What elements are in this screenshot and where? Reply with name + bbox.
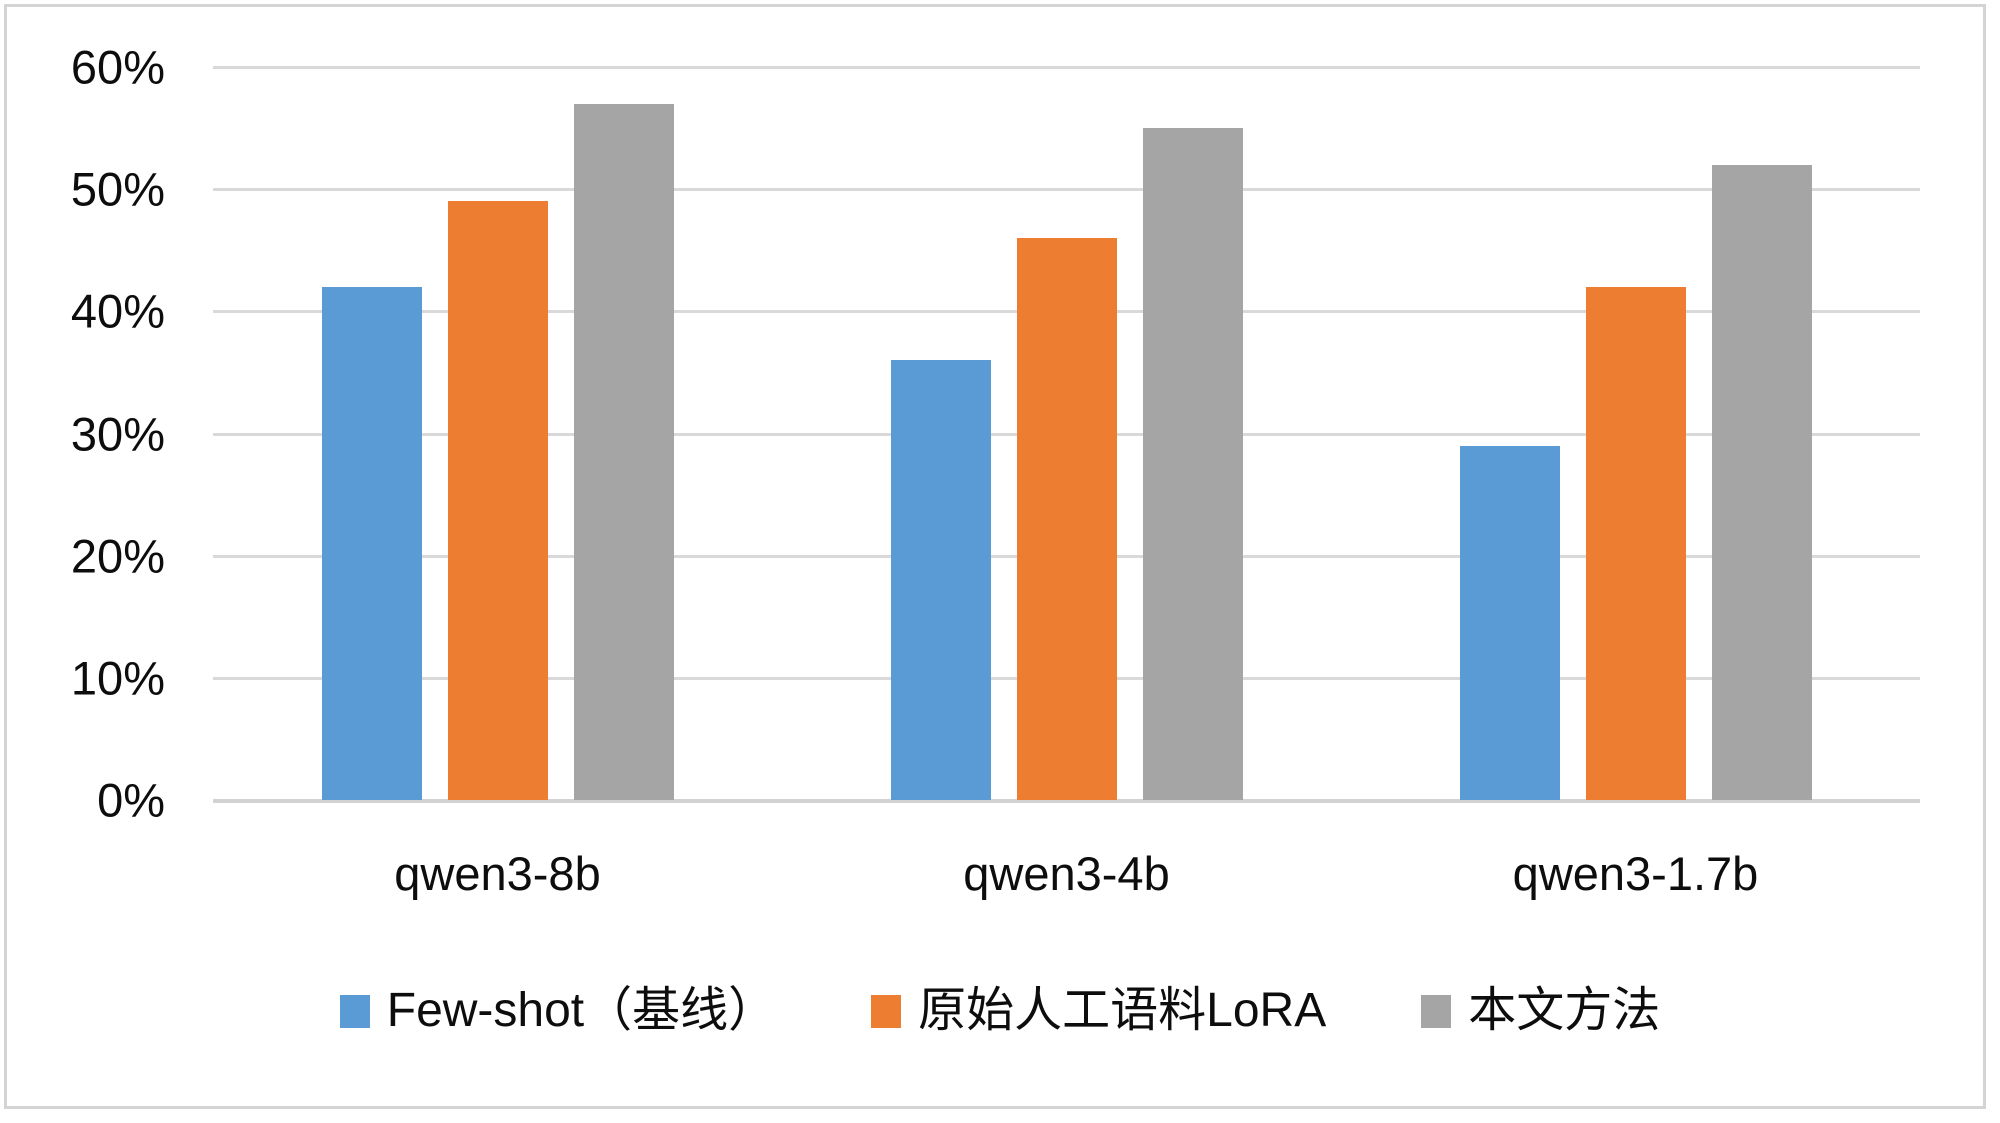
bar-qwen3-8b-series-2 [447,201,548,800]
x-axis: qwen3-8b qwen3-4b qwen3-1.7b [213,848,1920,908]
y-tick-label: 40% [70,284,165,338]
y-tick-label: 50% [70,162,165,216]
legend-swatch-icon [1421,994,1452,1028]
gridline [213,188,1920,192]
bar-qwen3-4b-series-1 [890,360,991,800]
legend-item-series-1: Few-shot（基线） [339,984,777,1038]
bar-qwen3-4b-series-2 [1016,238,1117,800]
legend-label: 原始人工语料LoRA [918,984,1327,1037]
x-tick-label-qwen3-4b: qwen3-4b [963,847,1170,900]
legend-swatch-icon [871,994,902,1028]
x-axis-line [213,799,1920,803]
plot-area [213,66,1920,803]
bar-qwen3-1.7b-series-1 [1459,445,1560,800]
bar-qwen3-4b-series-3 [1142,128,1243,800]
x-tick-label-qwen3-1.7b: qwen3-1.7b [1512,847,1759,900]
bar-qwen3-8b-series-1 [321,286,422,800]
y-axis: 0% 10% 20% 30% 40% 50% 60% [15,44,165,824]
legend: Few-shot（基线） 原始人工语料LoRA 本文方法 [0,984,2000,1038]
legend-label: 本文方法 [1468,984,1661,1037]
y-tick-label: 60% [70,40,165,94]
legend-item-series-3: 本文方法 [1421,984,1661,1038]
bar-qwen3-1.7b-series-3 [1711,164,1812,800]
bar-qwen3-8b-series-3 [573,103,674,800]
y-tick-label: 0% [97,773,165,827]
legend-swatch-icon [339,994,370,1028]
bar-qwen3-1.7b-series-2 [1585,286,1686,800]
x-tick-label-qwen3-8b: qwen3-8b [394,847,601,900]
legend-item-series-2: 原始人工语料LoRA [871,984,1327,1038]
y-tick-label: 30% [70,407,165,460]
gridline [213,66,1920,69]
y-tick-label: 10% [70,651,165,705]
y-tick-label: 20% [70,529,165,583]
legend-label: Few-shot（基线） [386,984,777,1037]
